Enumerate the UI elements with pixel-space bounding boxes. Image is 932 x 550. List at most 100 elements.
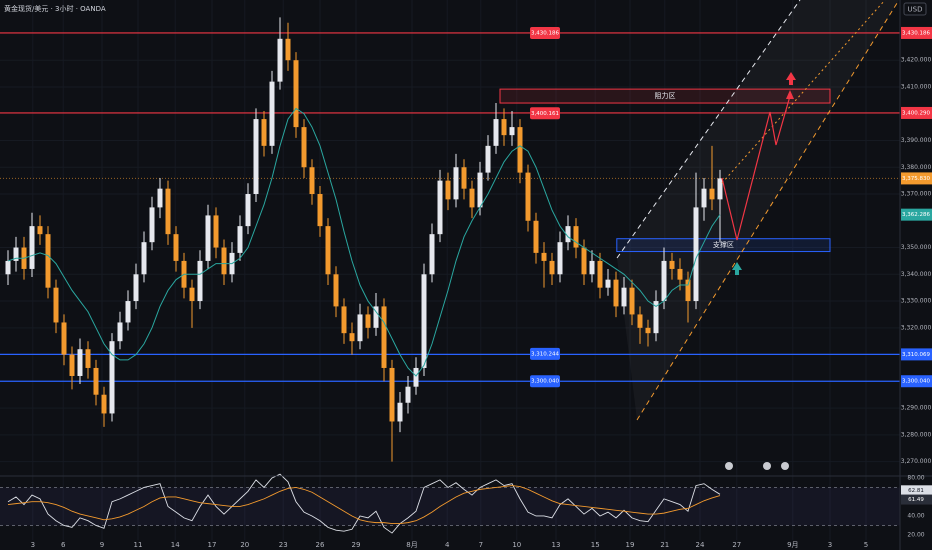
candle-body — [613, 279, 619, 307]
x-tick-label: 11 — [134, 541, 143, 549]
candle-body — [149, 207, 155, 243]
x-tick-label: 19 — [626, 541, 635, 549]
candle-body — [701, 188, 707, 208]
y-tick-label: 3,370.000 — [901, 191, 932, 198]
candle-body — [501, 119, 507, 136]
rsi-tick-label: 80.00 — [907, 474, 924, 481]
candle-body — [445, 180, 451, 200]
candle-body — [69, 354, 75, 376]
x-tick-label: 10 — [512, 541, 521, 549]
y-tick-label: 3,270.000 — [901, 458, 932, 465]
event-icon[interactable] — [781, 462, 789, 470]
level-axis-box — [901, 375, 932, 388]
x-tick-label: 3 — [31, 541, 35, 549]
x-tick-label: 5 — [864, 541, 868, 549]
marks — [0, 17, 900, 534]
candle-body — [437, 180, 443, 235]
forecast-arrow — [786, 90, 794, 99]
rsi-line — [7, 473, 721, 534]
candle-body — [109, 341, 115, 414]
x-tick-label: 26 — [316, 541, 325, 549]
rsi-line — [7, 485, 721, 525]
candle-body — [669, 260, 675, 269]
candle-body — [573, 226, 579, 248]
x-tick-label: 4 — [445, 541, 450, 549]
candle-body — [373, 306, 379, 328]
level-axis-label: 3,430.186 — [902, 30, 930, 36]
candle-body — [389, 367, 395, 422]
candle-body — [421, 274, 427, 368]
candle-body — [509, 127, 515, 136]
last-price-box — [901, 172, 932, 185]
candle-body — [125, 301, 131, 323]
candle-body — [405, 386, 411, 403]
candle-body — [557, 242, 563, 275]
y-tick-label: 3,320.000 — [901, 324, 932, 331]
candle-body — [661, 260, 667, 302]
x-tick-label: 23 — [279, 541, 288, 549]
forecast-path — [721, 95, 791, 241]
candle-body — [645, 327, 651, 334]
level-axis-box — [901, 106, 932, 119]
candle-body — [349, 333, 355, 342]
y-tick-label: 3,410.000 — [901, 83, 932, 90]
candle-body — [101, 394, 107, 414]
x-tick-label: 29 — [352, 541, 361, 549]
candle-body — [85, 349, 91, 368]
candle-body — [237, 226, 243, 253]
level-tag-box — [530, 375, 560, 388]
candle-body — [429, 234, 435, 275]
x-tick-label: 6 — [61, 541, 66, 549]
x-tick-label: 9月 — [787, 541, 798, 549]
currency[interactable]: USD — [908, 6, 923, 14]
candle-body — [309, 167, 315, 195]
y-tick-label: 3,340.000 — [901, 271, 932, 278]
candle-body — [221, 247, 227, 275]
candle-body — [581, 247, 587, 275]
candle-body — [53, 287, 59, 323]
candle-body — [477, 172, 483, 208]
channel-lower — [636, 0, 900, 421]
zone — [499, 88, 831, 104]
candle-body — [605, 279, 611, 288]
level-tag: 3,400.161 — [531, 111, 559, 117]
candle-body — [133, 274, 139, 302]
candle-body — [117, 322, 123, 342]
candle-body — [413, 367, 419, 387]
y-tick-label: 3,330.000 — [901, 298, 932, 305]
candle-body — [213, 215, 219, 248]
candle-body — [485, 145, 491, 173]
candle-body — [637, 314, 643, 328]
event-icon[interactable] — [763, 462, 771, 470]
up-arrow-teal — [732, 262, 742, 275]
level-tag: 3,310.244 — [531, 351, 559, 357]
x-tick-label: 15 — [591, 541, 600, 549]
event-icon[interactable] — [725, 462, 733, 470]
moving-average — [7, 107, 721, 377]
x-tick-label: 17 — [208, 541, 217, 549]
candle-body — [541, 252, 547, 261]
candle-body — [469, 188, 475, 208]
rsi-tick-label: 40.00 — [907, 512, 924, 519]
rsi-value-label: 62.81 — [908, 488, 924, 494]
candle-body — [685, 279, 691, 302]
channel-mid — [721, 0, 886, 184]
candle-body — [717, 178, 723, 200]
x-tick-label: 3 — [828, 541, 832, 549]
candle-body — [77, 349, 83, 376]
candle-body — [5, 260, 11, 275]
y-tick-label: 3,420.000 — [901, 57, 932, 64]
x-tick-label: 8月 — [406, 541, 417, 549]
x-tick-label: 20 — [240, 541, 249, 549]
up-arrow-red — [786, 72, 796, 85]
candle-body — [493, 119, 499, 146]
candle-body — [301, 127, 307, 168]
candle-body — [277, 38, 283, 82]
ma-price-box — [901, 208, 932, 221]
currency-box[interactable] — [903, 2, 927, 16]
candle-body — [253, 119, 259, 195]
level-axis-box — [901, 26, 932, 39]
x-tick-label: 24 — [696, 541, 705, 549]
